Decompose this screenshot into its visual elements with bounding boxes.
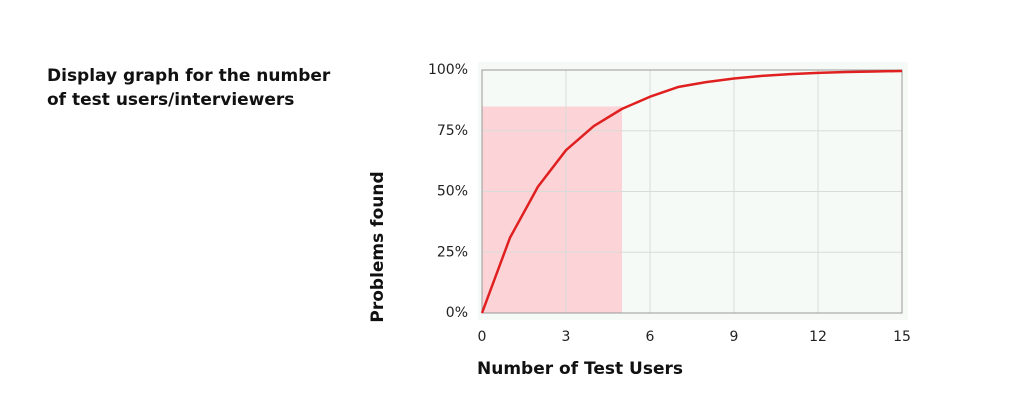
y-tick-label: 100% — [428, 62, 468, 78]
y-tick-label: 75% — [437, 123, 468, 139]
x-tick-label: 15 — [893, 329, 911, 345]
x-tick-label: 9 — [730, 329, 739, 345]
x-tick-label: 0 — [478, 329, 487, 345]
caption-line: Display graph for the number — [47, 66, 331, 86]
data-line — [480, 69, 903, 314]
x-tick-label: 6 — [646, 329, 655, 345]
x-tick-label: 3 — [562, 329, 571, 345]
y-axis-title: Problems found — [368, 171, 388, 322]
y-tick-label: 50% — [437, 184, 468, 200]
x-axis-title: Number of Test Users — [477, 359, 683, 379]
caption-line: of test users/interviewers — [47, 90, 294, 110]
y-tick-label: 0% — [446, 305, 468, 321]
plot-frame — [481, 69, 903, 314]
highlight-region — [482, 106, 622, 313]
y-tick-label: 25% — [437, 244, 468, 260]
x-tick-label: 12 — [809, 329, 827, 345]
